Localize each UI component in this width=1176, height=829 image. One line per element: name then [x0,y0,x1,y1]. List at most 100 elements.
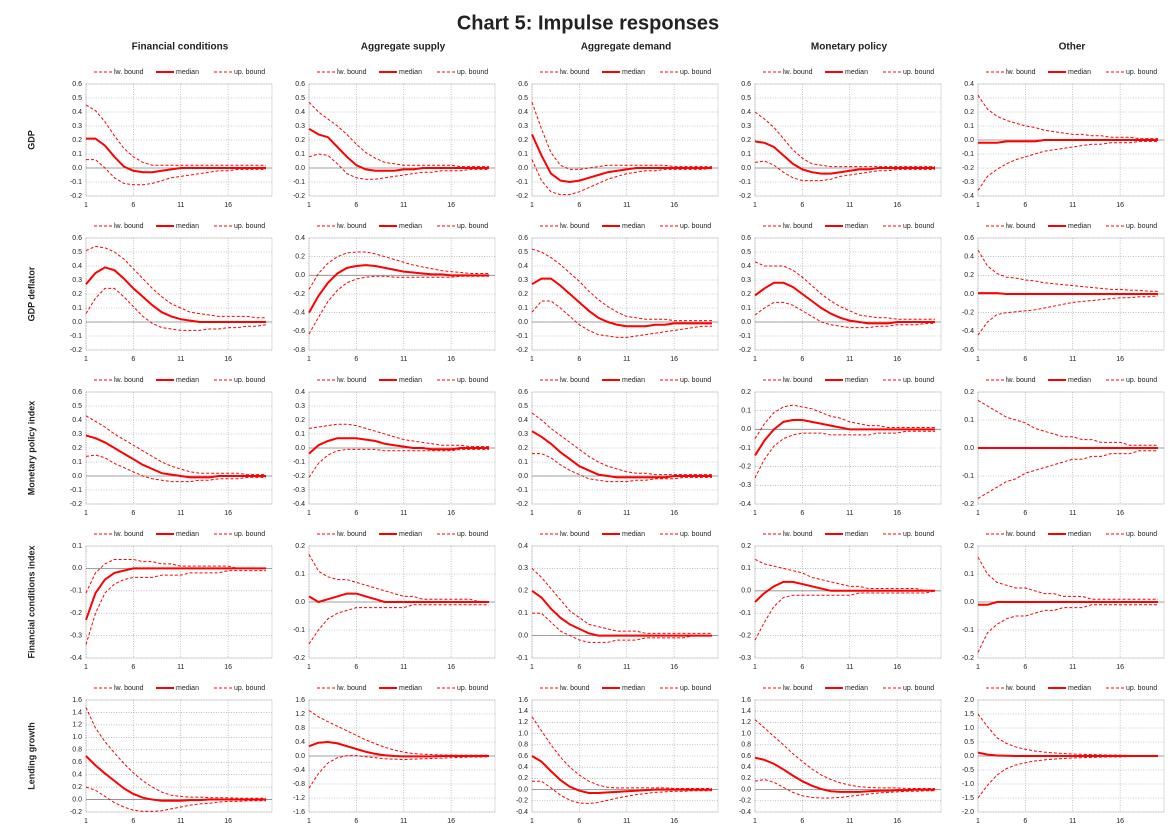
x-tick-label: 6 [354,818,358,825]
y-tick-label: -0.2 [70,347,82,354]
y-tick-label: 0.0 [72,473,82,480]
legend-label: up. bound [680,685,711,692]
series-line [531,133,712,184]
y-tick-label: 0.4 [518,543,528,550]
x-tick-label: 11 [623,202,630,209]
series-line [308,251,489,290]
y-tick-label: 0.2 [741,543,751,550]
series-line [308,275,489,335]
x-tick-label: 6 [1023,818,1027,825]
y-tick-label: 0.0 [964,291,974,298]
x-tick-label: 1 [530,202,534,209]
series-line [531,412,712,476]
series-line [978,139,1158,144]
x-tick-label: 16 [670,818,678,825]
legend-label: up. bound [457,69,488,76]
x-tick-label: 1 [753,356,757,363]
legend-label: up. bound [680,377,711,384]
series-line [754,111,935,168]
x-tick-label: 16 [1116,510,1124,517]
y-tick-label: 0.4 [295,235,305,242]
x-tick-label: 11 [400,356,407,363]
legend-label: lw. bound [337,69,367,76]
x-tick-label: 11 [846,356,853,363]
series-line [978,601,1158,606]
series-line [531,589,712,637]
x-tick-label: 6 [1023,356,1027,363]
y-tick-label: 0.2 [741,291,751,298]
legend-label: lw. bound [783,223,813,230]
y-tick-label: 0.4 [964,254,974,261]
series-line [531,277,712,328]
x-tick-label: 16 [224,356,232,363]
y-tick-label: 0.0 [295,753,305,760]
legend-label: up. bound [903,531,934,538]
series-line [977,713,1158,756]
legend-label: lw. bound [1006,69,1036,76]
legend-label: lw. bound [337,685,367,692]
x-tick-label: 1 [84,664,88,671]
x-tick-label: 1 [84,356,88,363]
series-line [85,245,266,319]
series-line [754,419,935,457]
series-line [531,716,712,789]
y-tick-label: 0.4 [741,109,751,116]
series-line [308,710,489,756]
y-tick-label: -1.5 [962,795,974,802]
y-tick-label: 0.5 [72,403,82,410]
x-tick-label: 6 [131,664,135,671]
x-tick-label: 1 [307,356,311,363]
legend-label: up. bound [903,69,934,76]
y-tick-label: -0.1 [70,487,82,494]
y-tick-label: -0.1 [70,179,82,186]
y-tick-label: 0.2 [518,137,528,144]
y-tick-label: -2.0 [962,809,974,816]
y-tick-label: 0.1 [72,305,82,312]
y-tick-label: -0.2 [739,464,751,471]
y-tick-label: 0.3 [518,431,528,438]
y-tick-label: 0.3 [741,123,751,130]
series-line [977,604,1158,653]
series-line [308,554,489,603]
y-tick-label: 0.1 [964,417,974,424]
y-tick-label: -0.1 [962,627,974,634]
x-tick-label: 16 [670,356,678,363]
legend-label: lw. bound [114,69,144,76]
series-line [754,301,935,329]
y-tick-label: -0.8 [293,347,305,354]
y-tick-label: 1.4 [518,708,528,715]
series-line [308,264,489,314]
x-tick-label: 6 [131,202,135,209]
x-tick-label: 6 [577,356,581,363]
y-tick-label: -0.1 [739,333,751,340]
x-tick-label: 11 [400,664,407,671]
y-tick-label: -0.2 [293,473,305,480]
x-tick-label: 6 [577,818,581,825]
y-tick-label: 0.4 [72,109,82,116]
legend-label: up. bound [1126,377,1157,384]
series-line [532,453,712,483]
series-line [978,292,1158,295]
y-tick-label: 0.0 [295,599,305,606]
y-tick-label: -0.1 [293,179,305,186]
y-tick-label: -0.4 [962,328,974,335]
y-tick-label: -0.3 [293,487,305,494]
x-tick-label: 16 [893,202,901,209]
y-tick-label: -0.4 [70,655,82,662]
plot-frame [754,545,942,659]
series-line [977,295,1159,336]
x-tick-label: 1 [753,510,757,517]
y-tick-label: 0.1 [295,151,305,158]
y-tick-label: 0.3 [295,123,305,130]
y-tick-label: 0.2 [741,137,751,144]
y-tick-label: -0.2 [962,501,974,508]
y-tick-label: -0.1 [739,445,751,452]
y-tick-label: 0.8 [295,725,305,732]
legend-label: median [622,685,645,692]
series-line [86,159,266,186]
x-tick-label: 6 [354,356,358,363]
y-tick-label: 0.6 [295,81,305,88]
legend-label: median [176,69,199,76]
y-tick-label: 0.1 [741,151,751,158]
legend-label: up. bound [680,69,711,76]
